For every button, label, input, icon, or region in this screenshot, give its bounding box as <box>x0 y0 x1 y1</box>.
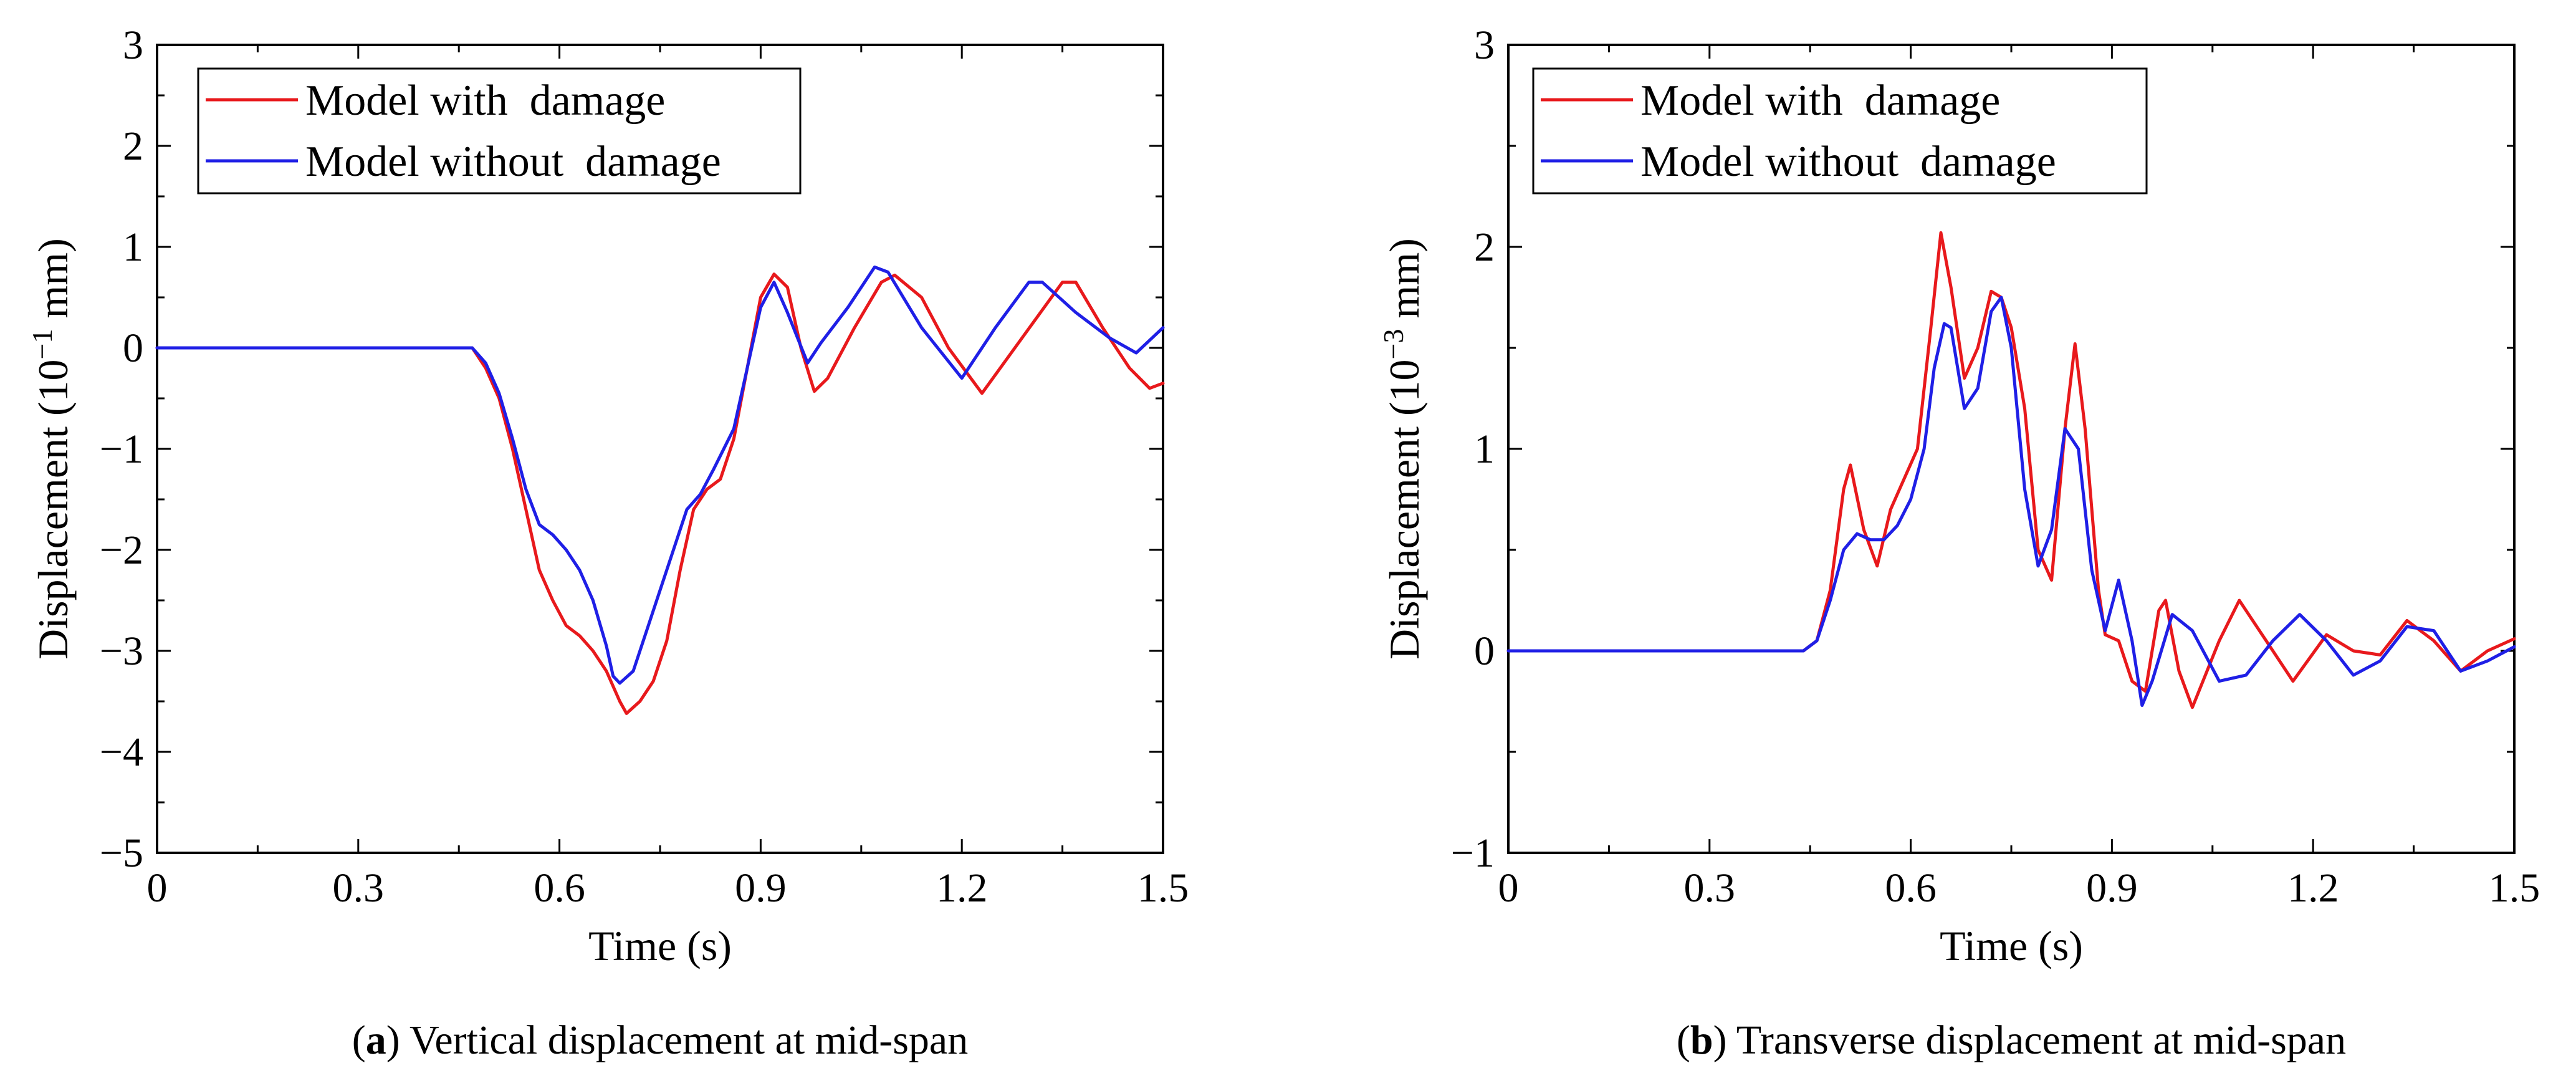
panel-b-legend-label-without-damage: Model without damage <box>1640 138 2056 186</box>
panel-a-y-axis-exponent: −1 <box>26 329 58 359</box>
panel-a-y-tick-label: 3 <box>123 22 143 68</box>
panel-a-series-with-damage-line <box>155 272 1165 715</box>
panel-a-y-axis-label: Displacement (10−1 mm) <box>26 238 77 660</box>
panel-b-legend: Model with damage Model without damage <box>1532 67 2148 195</box>
panel-b-legend-box <box>1532 67 2148 195</box>
panel-a-y-tick-label: 0 <box>123 325 143 371</box>
panel-b-label: b <box>1690 1017 1713 1063</box>
panel-b-x-tick-label: 1.5 <box>2489 865 2540 911</box>
panel-a-y-tick-label: −2 <box>100 527 143 573</box>
panel-a-y-tick-label: −4 <box>100 729 143 775</box>
panel-b-series-with-damage-line <box>1506 231 2516 709</box>
panel-a-x-axis-label: Time (s) <box>588 922 732 969</box>
panel-a-legend: Model with damage Model without damage <box>197 67 802 195</box>
panel-a-legend-box <box>197 67 802 195</box>
panel-b-y-tick-label: −1 <box>1451 830 1495 876</box>
panel-a-caption-text: Vertical displacement at mid-span <box>409 1017 968 1063</box>
panel-b-y-tick-label: 1 <box>1474 426 1495 472</box>
panel-b-x-tick-label: 1.2 <box>2287 865 2339 911</box>
panel-a-x-tick-label: 0.3 <box>333 865 385 911</box>
panel-b-y-tick-label: 2 <box>1474 224 1495 270</box>
panel-a-x-tick-label: 1.2 <box>936 865 988 911</box>
panel-a-axis-ticks: 0 0.3 0.6 0.9 1.2 1.5 −5 −4 −3 −2 −1 0 1 2 3 <box>100 22 1189 911</box>
panel-a-x-tick-label: 0 <box>147 865 168 911</box>
panel-a-y-tick-label: −5 <box>100 830 143 876</box>
panel-b-series-lines <box>1506 231 2516 709</box>
panel-b-y-axis-label: Displacement (10−3 mm) <box>1377 238 1429 660</box>
panel-b-x-tick-label: 0.3 <box>1684 865 1736 911</box>
panel-a-legend-label-without-damage: Model without damage <box>305 138 721 186</box>
panel-a-y-tick-label: −1 <box>100 426 143 472</box>
panel-b-x-tick-label: 0 <box>1498 865 1519 911</box>
panel-a-y-tick-label: 1 <box>123 224 143 270</box>
panel-b-caption: (b) Transverse displacement at mid-span <box>1677 1017 2346 1063</box>
panel-a-x-tick-label: 0.6 <box>534 865 585 911</box>
panel-a-series-lines <box>155 265 1165 715</box>
panel-b-legend-label-with-damage: Model with damage <box>1640 77 2000 125</box>
panel-b-x-axis-label: Time (s) <box>1940 922 2083 969</box>
panel-b-y-tick-label: 3 <box>1474 22 1495 68</box>
panel-a-legend-label-with-damage: Model with damage <box>305 77 665 125</box>
panel-a-series-without-damage-line <box>155 265 1165 685</box>
panel-b-x-tick-label: 0.6 <box>1885 865 1937 911</box>
panel-a-y-tick-label: −3 <box>100 628 143 674</box>
panel-a-caption: (a) Vertical displacement at mid-span <box>352 1017 968 1063</box>
panel-b-caption-text: Transverse displacement at mid-span <box>1736 1017 2346 1063</box>
panel-b-y-axis-exponent: −3 <box>1377 329 1409 359</box>
panel-a-y-tick-label: 2 <box>123 123 143 169</box>
panel-a-x-tick-label: 1.5 <box>1137 865 1189 911</box>
panel-b-x-tick-label: 0.9 <box>2086 865 2138 911</box>
panel-b-series-without-damage-line <box>1506 296 2516 707</box>
panel-a-x-tick-label: 0.9 <box>735 865 787 911</box>
panel-a-vertical-displacement: 0 0.3 0.6 0.9 1.2 1.5 −5 −4 −3 −2 −1 0 1 2 3 Model wit… <box>26 22 1189 1063</box>
panel-b-y-tick-label: 0 <box>1474 628 1495 674</box>
panel-a-label: a <box>366 1017 386 1063</box>
